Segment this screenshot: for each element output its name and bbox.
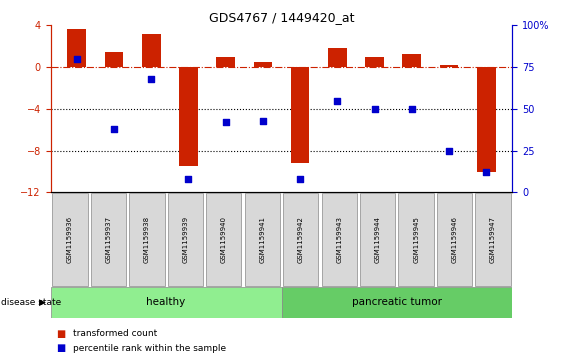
Text: GSM1159940: GSM1159940 xyxy=(221,216,227,263)
Point xyxy=(296,176,305,182)
Bar xyxy=(142,34,160,67)
Bar xyxy=(244,193,280,286)
Text: healthy: healthy xyxy=(146,297,186,307)
Point xyxy=(147,76,156,82)
Text: transformed count: transformed count xyxy=(73,330,158,338)
Point xyxy=(445,148,454,154)
Text: GSM1159942: GSM1159942 xyxy=(298,216,303,263)
Bar xyxy=(52,193,88,286)
Bar xyxy=(328,48,347,67)
Text: GSM1159944: GSM1159944 xyxy=(375,216,381,263)
Title: GDS4767 / 1449420_at: GDS4767 / 1449420_at xyxy=(209,11,354,24)
Point xyxy=(184,176,193,182)
Text: percentile rank within the sample: percentile rank within the sample xyxy=(73,344,226,353)
Bar xyxy=(283,193,319,286)
Bar xyxy=(477,67,495,171)
Text: GSM1159937: GSM1159937 xyxy=(105,216,111,263)
Text: GSM1159938: GSM1159938 xyxy=(144,216,150,263)
Point xyxy=(72,56,81,62)
Text: GSM1159939: GSM1159939 xyxy=(182,216,188,263)
Point xyxy=(482,170,491,175)
Point xyxy=(109,126,118,132)
Bar xyxy=(365,57,384,67)
Text: GSM1159946: GSM1159946 xyxy=(452,216,458,263)
Point xyxy=(333,98,342,103)
Bar xyxy=(91,193,126,286)
Bar xyxy=(105,52,123,67)
Text: ▶: ▶ xyxy=(39,298,46,307)
Bar xyxy=(399,193,434,286)
Point xyxy=(407,106,416,112)
Text: pancreatic tumor: pancreatic tumor xyxy=(352,297,442,307)
Bar xyxy=(206,193,242,286)
Text: ■: ■ xyxy=(56,329,65,339)
Bar xyxy=(253,62,272,67)
Bar xyxy=(291,67,310,163)
Text: GSM1159943: GSM1159943 xyxy=(336,216,342,263)
Text: disease state: disease state xyxy=(1,298,61,307)
Text: ■: ■ xyxy=(56,343,65,354)
Bar xyxy=(282,287,512,318)
Bar xyxy=(216,57,235,67)
Text: GSM1159947: GSM1159947 xyxy=(490,216,496,263)
Point xyxy=(370,106,379,112)
Bar xyxy=(437,193,472,286)
Bar xyxy=(68,29,86,67)
Bar xyxy=(129,193,164,286)
Bar xyxy=(360,193,395,286)
Bar xyxy=(321,193,357,286)
Bar xyxy=(475,193,511,286)
Text: GSM1159941: GSM1159941 xyxy=(260,216,265,263)
Point xyxy=(258,118,267,123)
Bar xyxy=(179,67,198,166)
Bar xyxy=(440,65,458,67)
Bar xyxy=(168,193,203,286)
Text: GSM1159936: GSM1159936 xyxy=(67,216,73,263)
Point xyxy=(221,119,230,125)
Bar xyxy=(51,287,282,318)
Bar xyxy=(403,54,421,67)
Text: GSM1159945: GSM1159945 xyxy=(413,216,419,263)
